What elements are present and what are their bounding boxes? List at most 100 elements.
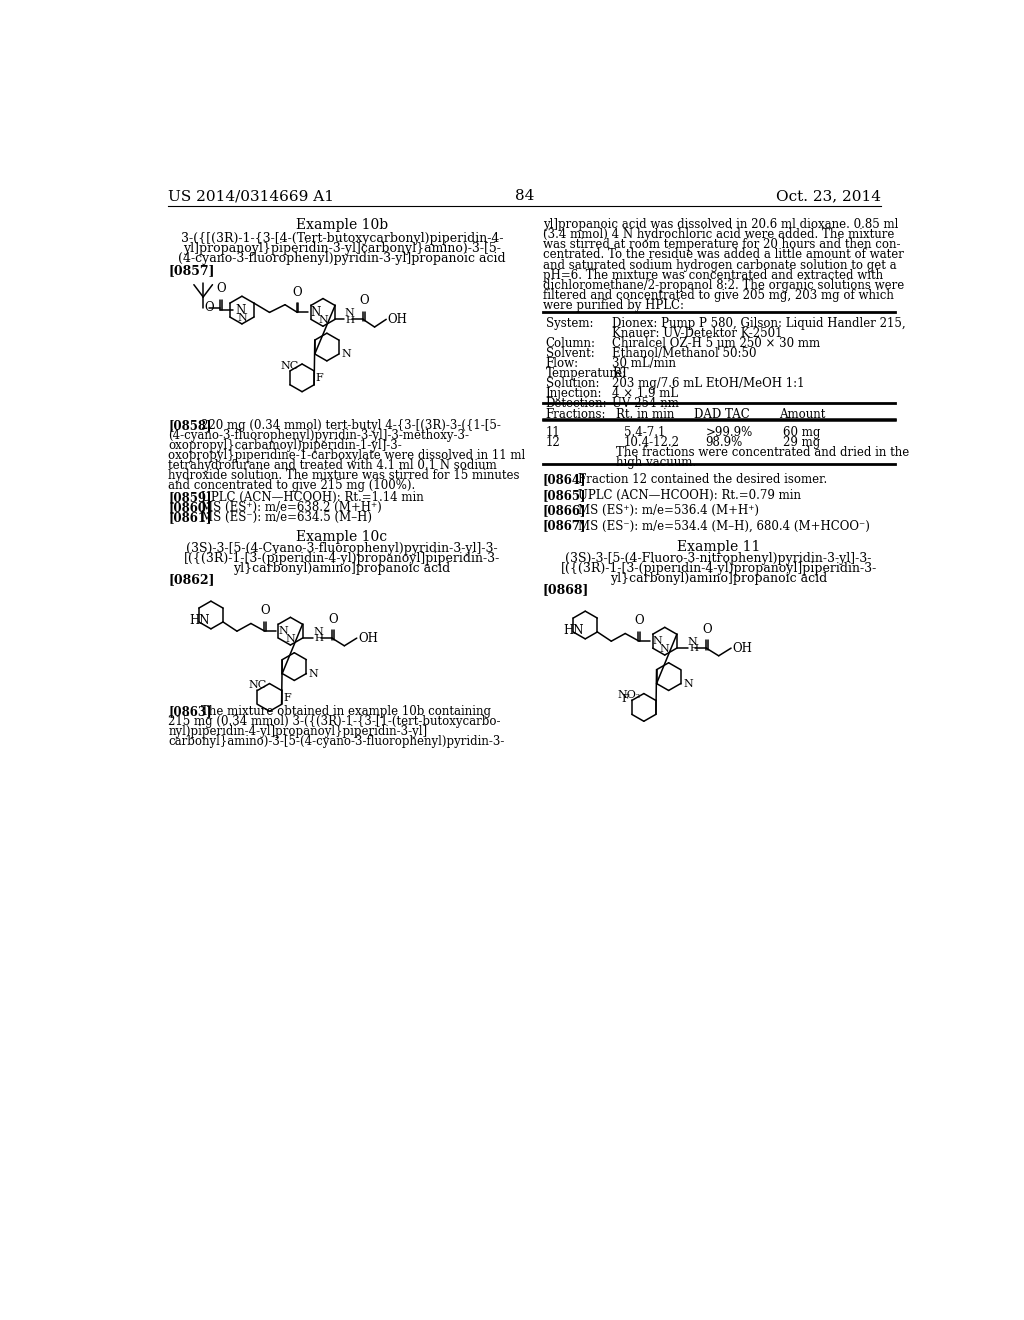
Text: 215 mg (0.34 mmol) 3-({(3R)-1-{3-[1-(tert-butoxycarbo-: 215 mg (0.34 mmol) 3-({(3R)-1-{3-[1-(ter… [168,715,501,729]
Text: N: N [344,308,354,318]
Text: F: F [284,693,291,702]
Text: UV 254 nm: UV 254 nm [612,397,679,411]
Text: N: N [688,636,697,647]
Text: (3.4 mmol) 4 N hydrochloric acid were added. The mixture: (3.4 mmol) 4 N hydrochloric acid were ad… [543,228,894,242]
Text: O: O [293,285,302,298]
Text: US 2014/0314669 A1: US 2014/0314669 A1 [168,189,334,203]
Text: Detection:: Detection: [546,397,607,411]
Text: 4 × 1.9 mL: 4 × 1.9 mL [612,387,679,400]
Text: 203 mg/7.6 mL EtOH/MeOH 1:1: 203 mg/7.6 mL EtOH/MeOH 1:1 [612,378,805,391]
Text: hydroxide solution. The mixture was stirred for 15 minutes: hydroxide solution. The mixture was stir… [168,469,520,482]
Text: Injection:: Injection: [546,387,602,400]
Text: Knauer: UV-Detektor K-2501: Knauer: UV-Detektor K-2501 [612,327,783,341]
Text: 5.4-7.1: 5.4-7.1 [624,426,666,440]
Text: Oct. 23, 2014: Oct. 23, 2014 [776,189,882,203]
Text: [0863]: [0863] [168,705,212,718]
Text: NC: NC [281,360,299,371]
Text: HN: HN [188,614,209,627]
Text: Chiralcel OZ-H 5 μm 250 × 30 mm: Chiralcel OZ-H 5 μm 250 × 30 mm [612,337,820,350]
Text: [0859]: [0859] [168,491,212,504]
Text: 220 mg (0.34 mmol) tert-butyl 4-{3-[(3R)-3-({1-[5-: 220 mg (0.34 mmol) tert-butyl 4-{3-[(3R)… [201,418,501,432]
Text: NC: NC [248,680,266,690]
Text: and saturated sodium hydrogen carbonate solution to get a: and saturated sodium hydrogen carbonate … [543,259,896,272]
Text: MS (ES⁺): m/e=638.2 (M+H⁺): MS (ES⁺): m/e=638.2 (M+H⁺) [201,502,382,513]
Text: HN: HN [563,624,584,638]
Text: [0860]: [0860] [168,502,212,513]
Text: N: N [310,306,321,319]
Text: 60 mg: 60 mg [783,426,820,440]
Text: UPLC (ACN—HCOOH): Rt.=0.79 min: UPLC (ACN—HCOOH): Rt.=0.79 min [579,488,801,502]
Text: H: H [346,315,355,325]
Text: N: N [308,668,318,678]
Text: N: N [237,313,247,323]
Text: F: F [622,694,630,704]
Text: N: N [341,348,351,359]
Text: O: O [635,614,644,627]
Text: Example 10b: Example 10b [296,218,388,232]
Text: MS (ES⁻): m/e=534.4 (M–H), 680.4 (M+HCOO⁻): MS (ES⁻): m/e=534.4 (M–H), 680.4 (M+HCOO… [579,520,870,532]
Text: F: F [315,374,324,383]
Text: OH: OH [388,313,408,326]
Text: Amount: Amount [779,408,825,421]
Text: [({(3R)-1-[3-(piperidin-4-yl)propanoyl]piperidin-3-: [({(3R)-1-[3-(piperidin-4-yl)propanoyl]p… [560,562,877,576]
Text: 29 mg: 29 mg [783,437,820,449]
Text: 98.9%: 98.9% [706,437,742,449]
Text: [0866]: [0866] [543,504,586,517]
Text: O: O [216,282,226,296]
Text: Column:: Column: [546,337,596,350]
Text: [0858]: [0858] [168,418,212,432]
Text: Fraction 12 contained the desired isomer.: Fraction 12 contained the desired isomer… [579,474,827,486]
Text: Rt. in min: Rt. in min [616,408,675,421]
Text: [0867]: [0867] [543,520,586,532]
Text: MS (ES⁺): m/e=536.4 (M+H⁺): MS (ES⁺): m/e=536.4 (M+H⁺) [579,504,759,517]
Text: O: O [328,612,338,626]
Text: N: N [234,304,245,317]
Text: oxopropyl}carbamoyl)piperidin-1-yl]-3-: oxopropyl}carbamoyl)piperidin-1-yl]-3- [168,438,402,451]
Text: O: O [702,623,712,636]
Text: [0861]: [0861] [168,511,212,524]
Text: The fractions were concentrated and dried in the: The fractions were concentrated and drie… [616,446,909,459]
Text: pH=6. The mixture was concentrated and extracted with: pH=6. The mixture was concentrated and e… [543,268,883,281]
Text: [0868]: [0868] [543,583,589,597]
Text: O: O [205,301,214,314]
Text: yl]propanoic acid was dissolved in 20.6 ml dioxane. 0.85 ml: yl]propanoic acid was dissolved in 20.6 … [543,218,898,231]
Text: N: N [652,636,663,647]
Text: H: H [689,644,698,653]
Text: (4-cyano-3-fluorophenyl)pyridin-3-yl]propanoic acid: (4-cyano-3-fluorophenyl)pyridin-3-yl]pro… [178,252,506,265]
Text: O: O [359,294,369,308]
Text: [0862]: [0862] [168,573,215,586]
Text: 84: 84 [515,189,535,203]
Text: NO₂: NO₂ [617,690,641,700]
Text: 30 mL/min: 30 mL/min [612,358,677,370]
Text: The mixture obtained in example 10b containing: The mixture obtained in example 10b cont… [201,705,490,718]
Text: yl}carbonyl)amino]propanoic acid: yl}carbonyl)amino]propanoic acid [233,562,451,576]
Text: tetrahydrofurane and treated with 4.1 ml 0.1 N sodium: tetrahydrofurane and treated with 4.1 ml… [168,459,497,471]
Text: OH: OH [732,642,753,655]
Text: centrated. To the residue was added a little amount of water: centrated. To the residue was added a li… [543,248,903,261]
Text: dichloromethane/2-propanol 8:2. The organic solutions were: dichloromethane/2-propanol 8:2. The orga… [543,279,904,292]
Text: 10.4-12.2: 10.4-12.2 [624,437,680,449]
Text: (3S)-3-[5-(4-Fluoro-3-nitrophenyl)pyridin-3-yl]-3-: (3S)-3-[5-(4-Fluoro-3-nitrophenyl)pyridi… [565,552,871,565]
Text: was stirred at room temperature for 20 hours and then con-: was stirred at room temperature for 20 h… [543,239,900,252]
Text: UPLC (ACN—HCOOH): Rt.=1.14 min: UPLC (ACN—HCOOH): Rt.=1.14 min [201,491,424,504]
Text: yl]propanoyl}piperidin-3-yl]carbonyl}amino)-3-[5-: yl]propanoyl}piperidin-3-yl]carbonyl}ami… [183,243,501,255]
Text: OH: OH [358,631,378,644]
Text: Solvent:: Solvent: [546,347,595,360]
Text: Example 11: Example 11 [677,540,760,553]
Text: [0865]: [0865] [543,488,586,502]
Text: MS (ES⁻): m/e=634.5 (M–H): MS (ES⁻): m/e=634.5 (M–H) [201,511,372,524]
Text: 12: 12 [546,437,560,449]
Text: (3S)-3-[5-(4-Cyano-3-fluorophenyl)pyridin-3-yl]-3-: (3S)-3-[5-(4-Cyano-3-fluorophenyl)pyridi… [186,543,498,554]
Text: Temperature:: Temperature: [546,367,627,380]
Text: 3-({[(3R)-1-{3-[4-(Tert-butoxycarbonyl)piperidin-4-: 3-({[(3R)-1-{3-[4-(Tert-butoxycarbonyl)p… [180,232,503,246]
Text: >99.9%: >99.9% [706,426,753,440]
Text: Example 10c: Example 10c [296,529,387,544]
Text: N: N [318,315,328,326]
Text: N: N [279,626,288,636]
Text: Fractions:: Fractions: [546,408,606,421]
Text: were purified by HPLC:: were purified by HPLC: [543,298,684,312]
Text: N: N [683,678,693,689]
Text: [0857]: [0857] [168,264,215,277]
Text: H: H [315,635,324,643]
Text: and concentrated to give 215 mg (100%).: and concentrated to give 215 mg (100%). [168,479,416,492]
